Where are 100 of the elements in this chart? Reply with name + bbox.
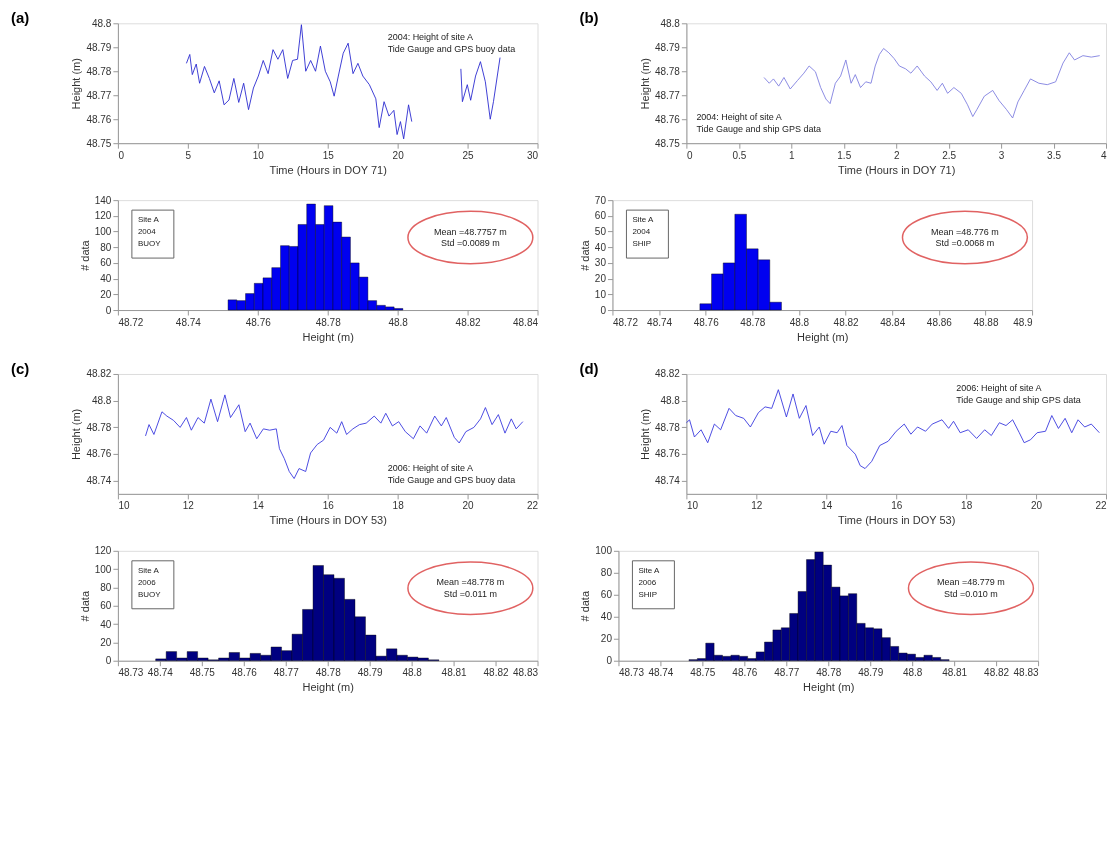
- annotation: Tide Gauge and GPS buoy data: [387, 44, 516, 55]
- y-tick-label: 48.74: [654, 475, 681, 487]
- x-tick-label: 48.8: [789, 316, 810, 328]
- y-tick-label: 80: [100, 581, 112, 593]
- x-tick-label: 48.73: [118, 667, 144, 679]
- y-tick-label: 48.76: [654, 113, 681, 125]
- y-tick-label: 100: [94, 563, 112, 575]
- y-tick-label: 100: [595, 545, 613, 557]
- x-tick-label: 48.76: [245, 316, 272, 328]
- x-tick-label: 20: [462, 500, 475, 512]
- x-tick-label: 18: [961, 500, 973, 512]
- x-tick-label: 48.8: [902, 667, 923, 679]
- x-tick-label: 48.83: [513, 667, 539, 679]
- annotation: Mean =48.778 m: [436, 577, 505, 588]
- x-tick-label: 1.5: [837, 149, 852, 161]
- x-tick-label: 48.9: [1013, 316, 1034, 328]
- y-tick-label: 140: [94, 194, 112, 206]
- y-tick-label: 40: [100, 273, 112, 285]
- annotation: 2004: Height of site A: [696, 112, 782, 123]
- x-tick-label: 48.76: [732, 667, 758, 679]
- x-axis-title: Time (Hours in DOY 53): [838, 514, 956, 527]
- annotation: Tide Gauge and ship GPS data: [956, 394, 1081, 405]
- x-tick-label: 25: [462, 149, 475, 161]
- annotation: Std =0.010 m: [944, 589, 998, 600]
- x-tick-label: 12: [751, 500, 763, 512]
- y-tick-label: 50: [594, 226, 607, 238]
- annotation: Std =0.011 m: [443, 589, 497, 600]
- x-tick-label: 48.77: [774, 667, 800, 679]
- y-tick-label: 48.78: [86, 421, 112, 433]
- y-tick-label: 48.79: [86, 41, 112, 53]
- y-tick-label: 70: [594, 194, 607, 206]
- x-tick-label: 48.8: [402, 667, 423, 679]
- x-tick-label: 3: [998, 149, 1005, 161]
- annotation: Mean =48.7757 m: [434, 226, 507, 237]
- y-tick-label: 48.78: [654, 65, 681, 77]
- x-tick-label: 48.81: [942, 667, 968, 679]
- x-tick-label: 15: [322, 149, 335, 161]
- y-tick-label: 20: [594, 273, 607, 285]
- annotation: 2006: [638, 577, 657, 587]
- y-tick-label: 120: [94, 210, 112, 222]
- y-tick-label: 48.75: [654, 137, 681, 149]
- y-tick-label: 60: [594, 210, 607, 222]
- y-axis-title: Height (m): [638, 58, 651, 110]
- y-tick-label: 0: [600, 304, 607, 316]
- x-tick-label: 2.5: [942, 149, 957, 161]
- annotation: 2004: [632, 227, 651, 237]
- x-axis-title: Time (Hours in DOY 71): [269, 163, 387, 176]
- annotation: BUOY: [137, 589, 162, 599]
- x-tick-label: 0: [118, 149, 125, 161]
- y-tick-label: 20: [100, 636, 112, 648]
- annotation: 2004: [137, 227, 157, 237]
- y-tick-label: 80: [100, 241, 112, 253]
- x-tick-label: 48.78: [315, 316, 342, 328]
- annotation: 2004: Height of site A: [387, 32, 474, 43]
- y-tick-label: 10: [594, 288, 607, 300]
- x-tick-label: 14: [252, 500, 265, 512]
- x-tick-label: 0: [686, 149, 693, 161]
- y-tick-label: 0: [606, 655, 613, 667]
- x-tick-label: 48.82: [483, 667, 509, 679]
- y-tick-label: 48.77: [86, 89, 112, 101]
- chart-title: (b): [579, 9, 599, 27]
- annotation: Std =0.0068 m: [935, 238, 995, 249]
- y-tick-label: 48.82: [86, 368, 112, 380]
- x-axis-title: Height (m): [803, 681, 855, 694]
- chart-title: (d): [579, 359, 599, 377]
- y-tick-label: 20: [100, 288, 112, 300]
- y-tick-label: 60: [100, 257, 112, 269]
- chart-title: (c): [10, 359, 30, 377]
- x-tick-label: 48.78: [740, 316, 766, 328]
- y-tick-label: 80: [600, 567, 613, 579]
- x-tick-label: 12: [182, 500, 195, 512]
- y-tick-label: 40: [594, 241, 607, 253]
- annotation: Tide Gauge and GPS buoy data: [387, 474, 516, 485]
- x-tick-label: 3.5: [1047, 149, 1062, 161]
- x-tick-label: 48.79: [858, 667, 884, 679]
- annotation: Tide Gauge and ship GPS data: [696, 124, 821, 135]
- annotation: Site A: [632, 215, 654, 225]
- x-tick-label: 48.74: [147, 667, 174, 679]
- x-tick-label: 48.74: [175, 316, 202, 328]
- y-tick-label: 60: [100, 600, 112, 612]
- y-tick-label: 48.78: [654, 421, 681, 433]
- y-tick-label: 48.8: [91, 17, 112, 29]
- x-tick-label: 48.82: [455, 316, 482, 328]
- y-tick-label: 120: [94, 545, 112, 557]
- y-tick-label: 40: [100, 618, 112, 630]
- y-tick-label: 48.76: [86, 448, 112, 460]
- x-tick-label: 20: [392, 149, 405, 161]
- x-tick-label: 22: [526, 500, 539, 512]
- annotation: Mean =48.779 m: [937, 577, 1005, 588]
- x-tick-label: 48.84: [880, 316, 906, 328]
- y-tick-label: 48.77: [654, 89, 681, 101]
- x-tick-label: 10: [686, 500, 699, 512]
- x-tick-label: 48.77: [273, 667, 300, 679]
- annotation: SHIP: [638, 589, 658, 599]
- x-tick-label: 48.78: [315, 667, 342, 679]
- y-tick-label: 48.82: [654, 368, 681, 380]
- x-tick-label: 48.73: [618, 667, 645, 679]
- x-tick-label: 14: [821, 500, 833, 512]
- x-tick-label: 2: [893, 149, 900, 161]
- y-tick-label: 48.75: [86, 137, 112, 149]
